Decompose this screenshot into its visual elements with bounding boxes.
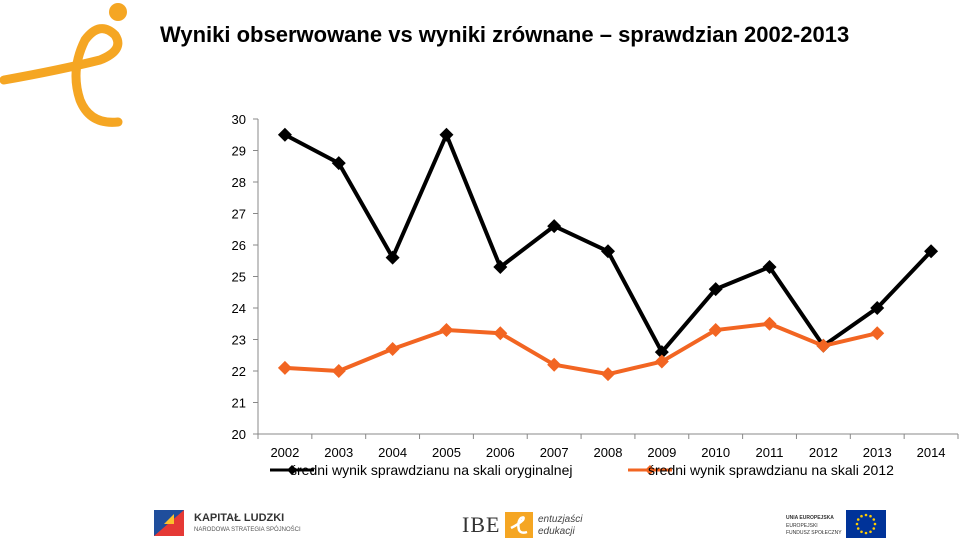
x-tick-label: 2008 (594, 445, 623, 460)
data-point-2 (331, 364, 346, 378)
y-tick-label: 26 (232, 238, 246, 253)
ibe-subtitle-1: entuzjaści (538, 514, 583, 525)
eu-flag-icon (846, 510, 886, 538)
data-point-1 (493, 260, 508, 275)
y-tick-label: 23 (232, 333, 246, 348)
x-tick-label: 2014 (917, 445, 946, 460)
data-point-1 (385, 250, 400, 265)
y-tick-label: 21 (232, 396, 246, 411)
x-tick-label: 2013 (863, 445, 892, 460)
data-point-2 (762, 316, 777, 331)
data-point-2 (439, 323, 454, 338)
y-tick-label: 29 (232, 144, 246, 159)
y-tick-label: 20 (232, 427, 246, 442)
data-point-2 (601, 367, 615, 382)
data-point-2 (654, 354, 669, 369)
line-chart: 20 21 22 23 24 25 26 27 28 29 30 2002 2003 2004 2005 20… (232, 112, 959, 478)
legend-label-1: średni wynik sprawdzianu na skali orygin… (290, 462, 572, 478)
legend-marker-2 (645, 465, 655, 475)
kapital-ludzki-flag-icon (154, 510, 184, 536)
data-point-2 (385, 341, 400, 356)
kapital-ludzki-subtitle: NARODOWA STRATEGIA SPÓJNOŚCI (194, 527, 301, 533)
y-tick-label: 28 (232, 175, 246, 190)
footer-logos: KAPITAŁ LUDZKI NARODOWA STRATEGIA SPÓJNO… (0, 500, 960, 548)
y-tick-label: 27 (232, 207, 246, 222)
data-point-2 (493, 326, 508, 341)
data-point-1 (547, 219, 562, 234)
data-point-1 (439, 127, 454, 142)
data-point-1 (762, 260, 777, 275)
ibe-logo-icon (0, 3, 127, 127)
legend-marker-1 (287, 465, 297, 475)
data-point-1 (277, 127, 292, 142)
kapital-ludzki-title: KAPITAŁ LUDZKI (194, 512, 285, 524)
data-point-2 (708, 323, 723, 338)
y-tick-label: 22 (232, 364, 246, 379)
series-line-1 (283, 132, 933, 355)
eu-label-2: EUROPEJSKI (786, 523, 818, 529)
data-point-1 (331, 156, 346, 171)
series-line-2 (284, 321, 878, 377)
ibe-wordmark: IBE (462, 512, 501, 537)
x-tick-label: 2010 (701, 445, 730, 460)
data-point-1 (601, 244, 615, 259)
eu-label-1: UNIA EUROPEJSKA (786, 515, 834, 521)
data-point-2 (277, 360, 292, 375)
eu-label-3: FUNDUSZ SPOŁECZNY (786, 530, 842, 536)
x-tick-label: 2003 (324, 445, 353, 460)
y-tick-label: 30 (232, 112, 246, 127)
x-tick-label: 2004 (378, 445, 407, 460)
x-tick-label: 2009 (647, 445, 676, 460)
x-tick-label: 2002 (270, 445, 299, 460)
data-point-1 (870, 301, 885, 315)
x-tick-label: 2011 (756, 445, 784, 460)
y-tick-label: 25 (232, 270, 246, 285)
chart-title: Wyniki obserwowane vs wyniki zrównane – … (160, 22, 850, 47)
ibe-e-icon (505, 512, 533, 538)
data-point-2 (547, 357, 562, 372)
legend-label-2: średni wynik sprawdzianu na skali 2012 (648, 462, 894, 478)
x-tick-label: 2005 (432, 445, 461, 460)
x-tick-label: 2012 (809, 445, 838, 460)
data-point-2 (870, 326, 885, 341)
x-tick-label: 2007 (540, 445, 569, 460)
data-point-1 (924, 244, 939, 259)
ibe-subtitle-2: edukacji (538, 526, 575, 537)
data-point-2 (816, 338, 831, 353)
data-point-1 (708, 282, 723, 297)
data-point-1 (654, 345, 669, 360)
x-tick-label: 2006 (486, 445, 515, 460)
y-tick-label: 24 (232, 301, 246, 316)
